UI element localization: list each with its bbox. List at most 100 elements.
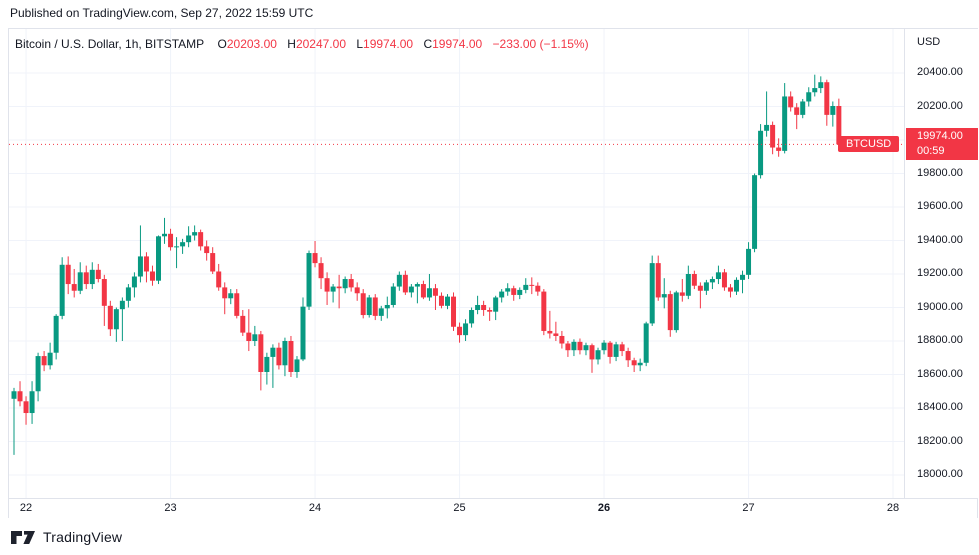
candle-body — [721, 272, 727, 288]
candle-body — [342, 279, 348, 289]
change-value: −233.00 (−1.15%) — [492, 37, 589, 51]
candle-body — [119, 300, 125, 310]
candle-body — [174, 246, 180, 248]
candle-body — [306, 253, 312, 307]
candle-body — [402, 274, 408, 293]
candle-body — [631, 360, 637, 366]
candle-body — [29, 391, 35, 414]
candle-body — [661, 294, 667, 298]
candle-body — [535, 285, 541, 292]
candle-body — [276, 347, 282, 366]
candle-body — [667, 294, 673, 331]
candle-body — [740, 274, 746, 280]
candle-body — [691, 274, 697, 286]
candle-body — [282, 341, 288, 366]
price-tick-label: 18800.00 — [917, 334, 963, 346]
last-price-label: 19974.00 00:59 — [906, 127, 978, 160]
candle-body — [673, 292, 679, 331]
candle-body — [752, 175, 758, 249]
chart-legend: Bitcoin / U.S. Dollar, 1h, BITSTAMP O202… — [15, 37, 589, 51]
candle-body — [727, 287, 733, 292]
price-tick-label: 19000.00 — [917, 300, 963, 313]
candle-body — [806, 92, 812, 102]
candle-body — [733, 279, 739, 292]
candle-body — [697, 285, 703, 291]
candle-body — [601, 342, 607, 351]
open-value: 20203.00 — [226, 37, 277, 51]
candle-body — [390, 286, 396, 305]
close-value: 19974.00 — [432, 37, 483, 51]
time-tick-label: 23 — [164, 502, 177, 514]
candle-body — [378, 308, 384, 316]
time-tick-label: 28 — [886, 502, 900, 514]
candle-body — [517, 289, 523, 295]
candle-body — [607, 342, 613, 357]
tradingview-attribution[interactable]: TradingView — [10, 527, 122, 547]
candle-body — [758, 130, 764, 176]
candle-body — [499, 291, 505, 298]
candle-body — [270, 347, 276, 357]
candle-body — [469, 310, 475, 324]
candle-body — [186, 235, 192, 243]
candle-body — [776, 147, 782, 151]
candle-body — [258, 334, 264, 372]
candle-body — [366, 297, 372, 316]
candle-body — [35, 356, 41, 392]
candle-body — [41, 356, 47, 366]
time-axis[interactable]: 22 23 24 25 26 27 28 — [9, 498, 977, 518]
candle-body — [137, 256, 143, 277]
candle-body — [143, 256, 149, 272]
candle-body — [288, 341, 294, 372]
candle-body — [23, 401, 29, 414]
open-label: O — [217, 37, 227, 51]
candle-body — [53, 315, 59, 353]
candle-body — [505, 288, 511, 292]
candle-body — [420, 284, 426, 298]
candle-body — [583, 345, 589, 351]
candle-body — [354, 287, 360, 294]
candle-body — [703, 282, 709, 291]
candle-body — [162, 233, 168, 237]
time-tick-label: 22 — [19, 502, 33, 514]
candle-body — [408, 286, 414, 293]
high-value: 20247.00 — [295, 37, 346, 51]
candle-body — [336, 286, 342, 289]
currency-label: USD — [917, 36, 941, 48]
bar-countdown: 00:59 — [917, 144, 945, 157]
price-tick-label: 19400.00 — [917, 233, 963, 246]
candle-body — [312, 253, 318, 264]
candle-body — [643, 323, 649, 363]
candle-body — [83, 272, 89, 285]
candle-body — [457, 326, 463, 336]
candle-body — [547, 330, 553, 334]
chart-panel: Bitcoin / U.S. Dollar, 1h, BITSTAMP O202… — [8, 28, 978, 518]
time-tick-label: 25 — [453, 502, 466, 514]
price-tick-label: 18000.00 — [917, 468, 963, 480]
time-tick-label: 26 — [597, 502, 611, 514]
price-axis[interactable]: USD 20400.0020200.0020000.0019800.001960… — [904, 29, 978, 498]
candle-body — [800, 101, 806, 115]
candle-body — [330, 286, 336, 292]
candle-body — [71, 284, 77, 291]
candle-body — [168, 233, 174, 248]
candle-body — [240, 315, 246, 333]
price-tick-label: 19200.00 — [917, 267, 963, 279]
candle-body — [613, 344, 619, 357]
candle-body — [59, 264, 65, 316]
candle-body — [300, 306, 306, 360]
candle-body — [192, 232, 198, 236]
candle-body — [746, 248, 752, 275]
candle-body — [818, 82, 824, 89]
low-label: L — [356, 37, 364, 51]
candle-body — [210, 253, 216, 272]
candle-body — [384, 304, 390, 309]
candle-body — [511, 288, 517, 295]
candle-body — [155, 236, 161, 281]
candle-body — [17, 391, 23, 402]
candle-body — [426, 288, 432, 298]
candle-body — [414, 284, 420, 287]
candlestick-chart[interactable]: BTCUSD — [9, 29, 904, 498]
candle-body — [294, 359, 300, 372]
price-tick-label: 18600.00 — [917, 367, 963, 380]
